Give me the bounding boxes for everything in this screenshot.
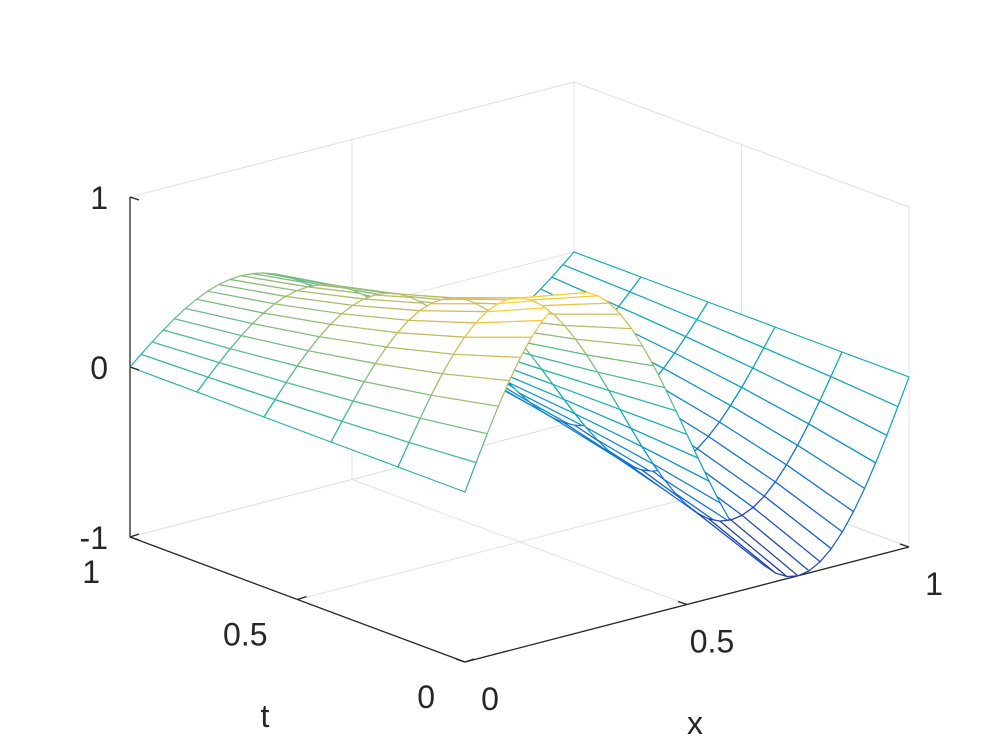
x-axis-label: x [687,705,703,741]
surface-mesh [129,251,910,578]
x-tick-label-1: 0.5 [690,624,734,660]
t-tick-label-1: 0.5 [223,617,267,653]
z-tick-0 [129,536,140,541]
surface-cell-13-0 [541,302,622,315]
x-tick-0 [455,658,466,663]
z-tick-1 [129,366,140,371]
z-tick-label-0: -1 [80,520,108,556]
t-tick-label-0: 0 [417,679,435,715]
surface-cell-7-1 [408,310,488,324]
x-tick-1 [677,600,688,606]
z-tick-label-2: 1 [90,180,108,216]
t-floor-grid-line-1 [297,484,742,600]
t-tick-1 [297,595,307,601]
t-axis-label: t [261,698,270,734]
x-tick-label-0: 0 [481,681,499,717]
t-tick-label-2: 1 [82,554,100,590]
z-tick-label-1: 0 [90,350,108,386]
z-back-grid-line-2 [129,81,575,198]
x-tick-2 [899,543,910,548]
t-tick-2 [129,533,140,538]
x-tick-label-2: 1 [925,566,943,602]
surface-cell-39-0 [830,351,910,408]
t-tick-0 [464,658,475,663]
axes-labels: x t [261,698,703,741]
surface-cell-5-0 [452,336,533,358]
z-side-grid-line-2 [573,81,910,208]
z-tick-2 [129,196,140,201]
z-back-grid-line-0 [129,421,575,538]
